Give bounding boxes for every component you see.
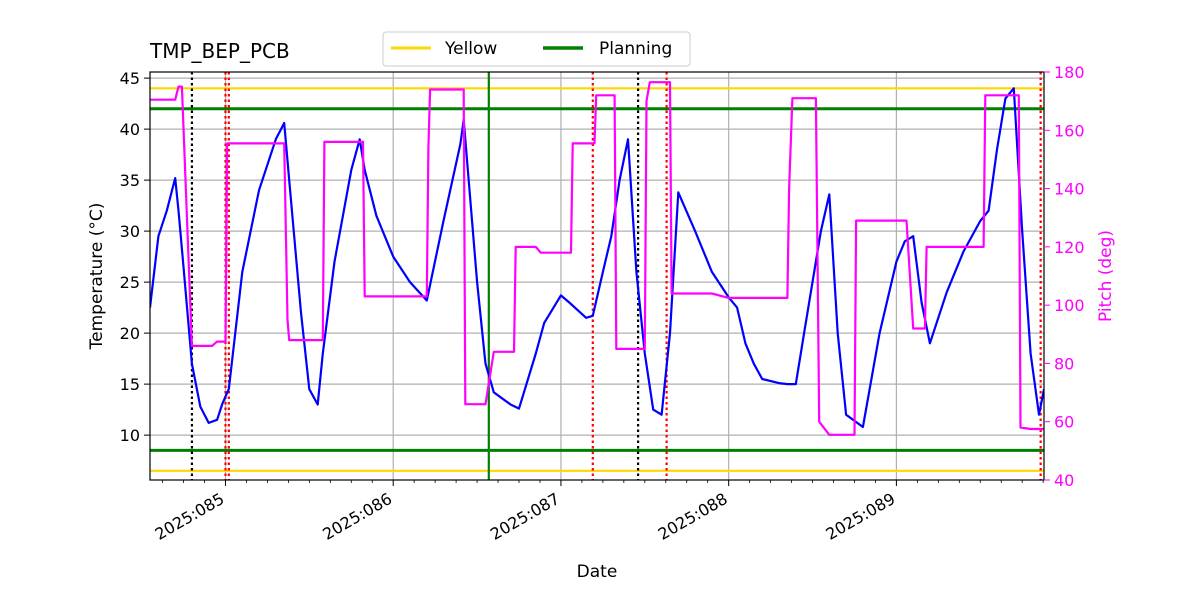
pitch-series-line <box>150 81 1044 436</box>
y2-tick-label-3: 100 <box>1054 296 1085 315</box>
legend-label-planning: Planning <box>599 39 672 59</box>
x-axis-label: Date <box>577 562 618 582</box>
y-axis-label: Temperature (°C) <box>87 203 107 351</box>
y-tick-label-6: 40 <box>120 120 140 139</box>
y-tick-label-2: 20 <box>120 324 140 343</box>
temperature-series-line <box>150 87 1044 429</box>
y2-tick-label-4: 120 <box>1054 238 1085 257</box>
limit-lines <box>150 87 1044 472</box>
y2-axis-label: Pitch (deg) <box>1096 230 1116 322</box>
y-tick-label-1: 15 <box>120 375 140 394</box>
y-tick-label-3: 25 <box>120 273 140 292</box>
legend-label-yellow: Yellow <box>444 39 497 59</box>
y2-tick-label-2: 80 <box>1054 354 1074 373</box>
plot-frame <box>149 71 1045 481</box>
series-group <box>150 81 1044 436</box>
y-axis-left: 10 15 20 25 30 35 40 45 <box>120 69 150 445</box>
legend-box <box>382 31 691 67</box>
y2-tick-label-6: 160 <box>1054 121 1085 140</box>
y2-tick-label-7: 180 <box>1054 63 1085 82</box>
y-tick-label-4: 30 <box>120 222 140 241</box>
chart-title: TMP_BEP_PCB <box>149 39 290 63</box>
legend: Yellow Planning <box>382 31 691 67</box>
y2-tick-label-0: 40 <box>1054 471 1074 490</box>
y-axis-right: 40 60 80 100 120 140 160 180 <box>1044 63 1085 490</box>
y2-tick-label-1: 60 <box>1054 413 1074 432</box>
y2-tick-label-5: 140 <box>1054 180 1085 199</box>
y-tick-label-5: 35 <box>120 171 140 190</box>
y-tick-label-0: 10 <box>120 426 140 445</box>
y-tick-label-7: 45 <box>120 69 140 88</box>
